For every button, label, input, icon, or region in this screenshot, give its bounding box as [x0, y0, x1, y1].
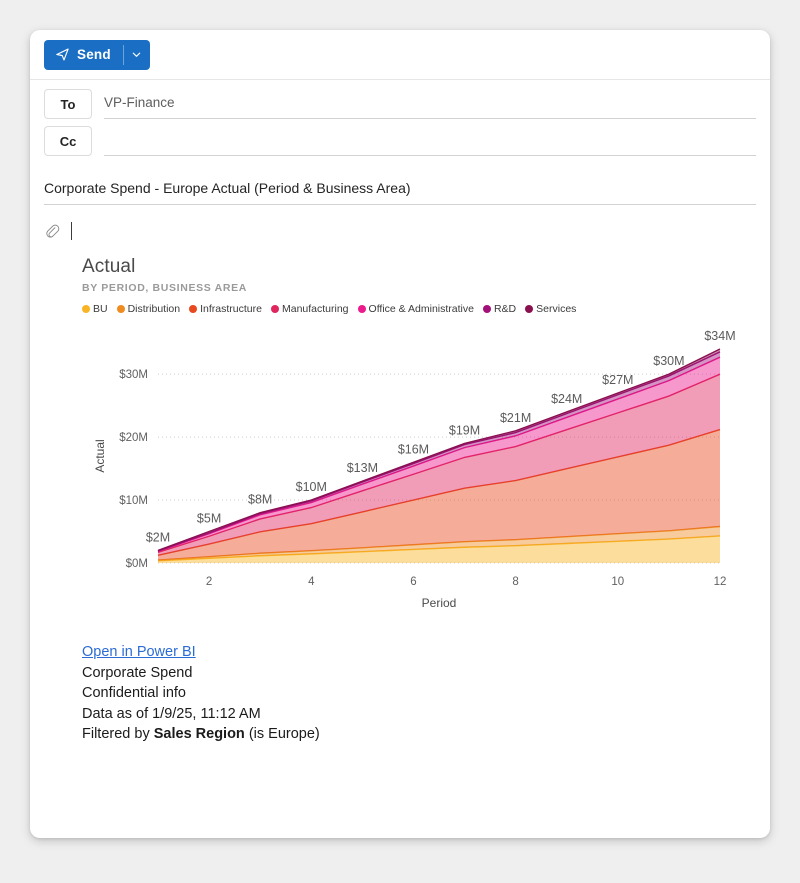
legend-label: Distribution — [127, 303, 181, 315]
attachment-row — [44, 214, 756, 248]
data-label: $27M — [602, 373, 633, 387]
powerbi-chart[interactable]: Actual BY PERIOD, BUSINESS AREA BU Distri… — [82, 256, 742, 628]
data-label: $13M — [347, 461, 378, 475]
data-label: $19M — [449, 423, 480, 437]
legend-item-office-administrative[interactable]: Office & Administrative — [357, 303, 474, 315]
chart-footer: Open in Power BI Corporate Spend Confide… — [82, 642, 756, 745]
x-axis-tick-label: 8 — [512, 576, 518, 588]
cc-chip-button[interactable]: Cc — [44, 126, 92, 156]
data-label: $21M — [500, 411, 531, 425]
filter-summary: Filtered by Sales Region (is Europe) — [82, 724, 756, 745]
send-button[interactable]: Send — [44, 39, 150, 70]
filter-value: (is Europe) — [244, 726, 320, 742]
legend-item-manufacturing[interactable]: Manufacturing — [270, 303, 349, 315]
area-border-line — [157, 535, 721, 562]
legend-swatch-icon — [82, 305, 90, 313]
legend-swatch-icon — [482, 305, 491, 313]
send-button-divider — [122, 44, 124, 65]
area-band[interactable] — [158, 535, 720, 563]
open-in-powerbi-line: Open in Power BI — [82, 642, 756, 663]
send-button-label: Send — [77, 47, 111, 62]
chart-legend: BU Distribution Infrastructure Manufacturin… — [82, 303, 742, 315]
data-label: $24M — [551, 392, 582, 406]
data-label: $34M — [704, 329, 735, 343]
subject-input[interactable]: Corporate Spend - Europe Actual (Period … — [44, 172, 756, 205]
legend-label: R&D — [493, 303, 517, 315]
compose-card: Send To VP-Finance Cc — [30, 30, 770, 838]
legend-item-infrastructure[interactable]: Infrastructure — [189, 303, 262, 315]
area-band[interactable] — [158, 374, 720, 556]
legend-item-bu[interactable]: BU — [82, 303, 108, 315]
send-options-button[interactable] — [124, 40, 150, 70]
data-as-of: Data as of 1/9/25, 11:12 AM — [82, 705, 261, 722]
chart-plot-area: $0M $10M $20M $30M $2M $5M $8M $10M $13M $16M $19M… — [82, 323, 742, 628]
legend-label: Manufacturing — [281, 303, 349, 315]
message-body: Actual BY PERIOD, BUSINESS AREA BU Distri… — [30, 214, 770, 745]
y-axis-tick-label: $10M — [119, 495, 148, 507]
legend-swatch-icon — [189, 305, 198, 313]
data-label: $30M — [653, 354, 684, 368]
report-name: Corporate Spend — [82, 664, 193, 681]
legend-label: Infrastructure — [200, 303, 262, 315]
data-label: $8M — [248, 493, 272, 507]
filter-prefix: Filtered by — [82, 726, 154, 742]
legend-item-distribution[interactable]: Distribution — [116, 303, 181, 315]
send-button-main[interactable]: Send — [44, 40, 123, 70]
compose-toolbar: Send — [30, 30, 770, 80]
area-band[interactable] — [158, 349, 720, 552]
legend-label: Office & Administrative — [368, 303, 474, 315]
text-caret — [71, 222, 72, 240]
y-axis-tick-label: $0M — [126, 558, 148, 570]
x-axis-tick-label: 10 — [611, 576, 624, 588]
x-axis-tick-label: 6 — [410, 576, 416, 588]
area-border-line — [157, 525, 721, 561]
data-label: $5M — [197, 512, 221, 526]
open-in-powerbi-link[interactable]: Open in Power BI — [82, 644, 196, 660]
legend-item-r-d[interactable]: R&D — [482, 303, 517, 315]
filter-field: Sales Region — [153, 726, 245, 742]
chart-subtitle: BY PERIOD, BUSINESS AREA — [82, 282, 247, 294]
data-label: $10M — [296, 480, 327, 494]
cc-input[interactable] — [104, 126, 756, 156]
legend-swatch-icon — [116, 305, 125, 313]
to-chip-button[interactable]: To — [44, 89, 92, 119]
x-axis-title: Period — [422, 596, 457, 610]
area-border-line — [157, 428, 721, 557]
legend-label: Services — [536, 303, 577, 315]
area-band[interactable] — [158, 357, 720, 553]
paper-plane-icon — [55, 47, 70, 62]
legend-swatch-icon — [270, 305, 279, 313]
x-axis-tick-label: 4 — [308, 576, 315, 588]
chart-title: Actual — [82, 256, 136, 277]
x-axis-tick-label: 2 — [206, 576, 212, 588]
chart-svg: $0M $10M $20M $30M $2M $5M $8M $10M $13M $16M $19M… — [93, 329, 736, 610]
legend-swatch-icon — [525, 305, 534, 313]
legend-swatch-icon — [357, 305, 366, 313]
y-axis-title: Actual — [93, 439, 107, 472]
y-axis-tick-label: $20M — [119, 432, 148, 444]
area-border-line — [157, 373, 721, 553]
confidential-label: Confidential info — [82, 685, 186, 701]
legend-label: BU — [93, 303, 108, 315]
data-label: $16M — [398, 442, 429, 456]
cc-row: Cc — [30, 126, 770, 163]
y-axis-tick-label: $30M — [119, 369, 148, 381]
x-axis-tick-label: 12 — [714, 576, 727, 588]
area-border-line — [157, 356, 721, 553]
area-border-line — [157, 351, 721, 552]
data-label: $2M — [146, 530, 170, 544]
to-input[interactable]: VP-Finance — [104, 89, 756, 119]
to-row: To VP-Finance — [30, 89, 770, 126]
area-border-line — [157, 348, 721, 552]
legend-item-services[interactable]: Services — [525, 303, 576, 315]
paperclip-icon[interactable] — [44, 223, 61, 240]
chevron-down-icon — [131, 49, 142, 60]
